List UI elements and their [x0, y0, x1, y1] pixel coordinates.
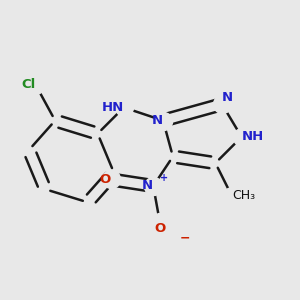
Text: NH: NH — [242, 130, 264, 143]
Text: Cl: Cl — [21, 78, 35, 91]
Text: O: O — [154, 222, 165, 235]
Text: N: N — [152, 114, 163, 127]
Text: CH₃: CH₃ — [232, 189, 255, 202]
Text: −: − — [179, 232, 190, 245]
Text: HN: HN — [102, 101, 124, 114]
Text: N: N — [142, 179, 153, 193]
Text: O: O — [100, 173, 111, 186]
Text: +: + — [160, 173, 168, 183]
Text: N: N — [222, 91, 233, 104]
